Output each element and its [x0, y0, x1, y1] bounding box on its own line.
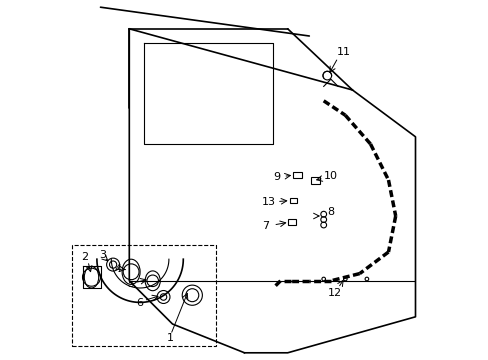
- Text: 2: 2: [81, 252, 88, 262]
- Text: 9: 9: [273, 172, 280, 182]
- Text: 6: 6: [136, 298, 143, 308]
- Bar: [292, 172, 302, 178]
- Text: 3: 3: [99, 250, 105, 260]
- Text: 10: 10: [323, 171, 337, 181]
- Text: 5: 5: [127, 279, 134, 289]
- Text: 12: 12: [327, 288, 341, 298]
- Bar: [289, 198, 297, 203]
- Text: 13: 13: [262, 197, 275, 207]
- Bar: [287, 219, 295, 225]
- Text: 8: 8: [326, 207, 334, 217]
- Text: 11: 11: [336, 47, 350, 57]
- Text: 4: 4: [114, 264, 121, 274]
- Text: 7: 7: [262, 221, 269, 231]
- Bar: [310, 177, 320, 184]
- Text: 1: 1: [167, 333, 174, 343]
- Bar: [72, 245, 215, 346]
